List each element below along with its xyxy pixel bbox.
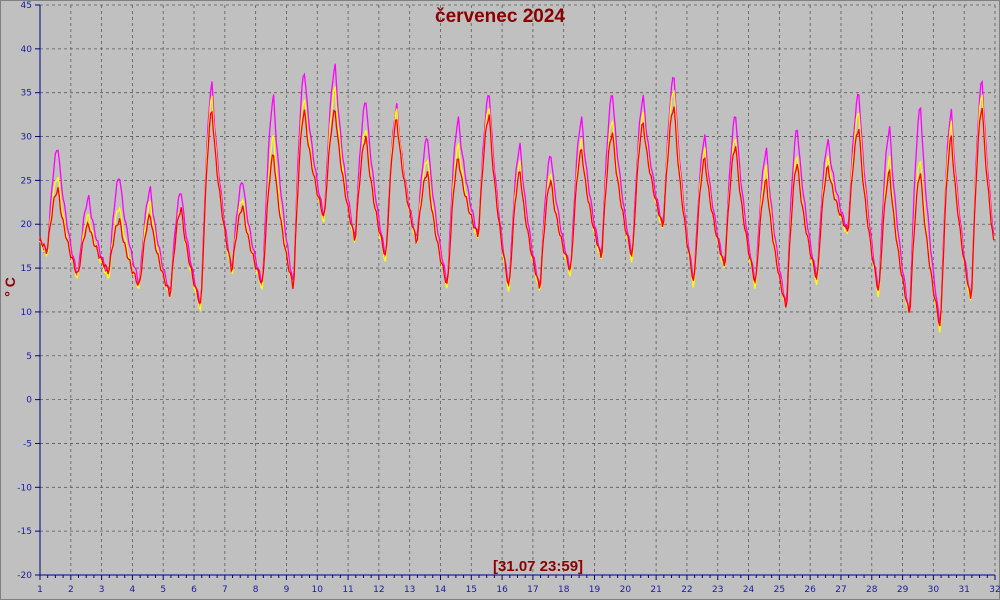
x-tick-label: 11 — [342, 585, 353, 595]
x-tick-label: 4 — [130, 585, 136, 595]
y-tick-label: 45 — [21, 1, 32, 11]
y-tick-label: 10 — [21, 308, 33, 318]
y-axis-label: ° C — [2, 277, 18, 297]
x-tick-label: 12 — [373, 585, 384, 595]
x-tick-label: 9 — [284, 585, 290, 595]
x-tick-label: 27 — [835, 585, 846, 595]
x-tick-label: 31 — [958, 585, 969, 595]
x-tick-label: 20 — [620, 585, 632, 595]
x-tick-label: 14 — [435, 585, 447, 595]
x-tick-label: 21 — [650, 585, 661, 595]
y-tick-label: -10 — [17, 483, 32, 493]
x-tick-label: 32 — [989, 585, 1000, 595]
temperature-series-0 — [39, 63, 995, 327]
timestamp-label: [31.07 23:59] — [493, 558, 583, 575]
y-tick-label: 20 — [21, 220, 33, 230]
x-tick-label: 30 — [928, 585, 940, 595]
x-tick-label: 10 — [312, 585, 324, 595]
x-tick-label: 26 — [804, 585, 816, 595]
x-tick-label: 18 — [558, 585, 570, 595]
x-tick-label: 24 — [743, 585, 755, 595]
x-tick-label: 5 — [160, 585, 166, 595]
x-tick-label: 1 — [37, 585, 43, 595]
x-tick-label: 16 — [496, 585, 508, 595]
y-tick-label: 40 — [21, 45, 33, 55]
grid — [39, 4, 996, 576]
chart-title: červenec 2024 — [435, 6, 565, 27]
y-tick-label: 0 — [26, 396, 32, 406]
x-tick-label: 29 — [897, 585, 909, 595]
x-tick-label: 7 — [222, 585, 228, 595]
y-tick-label: -5 — [23, 439, 32, 449]
y-tick-label: 35 — [21, 89, 32, 99]
x-tick-label: 22 — [681, 585, 692, 595]
series-layer — [39, 63, 995, 333]
y-tick-label: 30 — [21, 133, 33, 143]
x-tick-label: 19 — [589, 585, 601, 595]
temperature-series-1 — [39, 86, 995, 333]
x-tick-label: 2 — [68, 585, 74, 595]
x-tick-label: 8 — [253, 585, 259, 595]
x-tick-label: 23 — [712, 585, 723, 595]
y-tick-label: 25 — [21, 176, 32, 186]
y-tick-label: 15 — [21, 264, 32, 274]
y-tick-label: 5 — [26, 352, 32, 362]
x-tick-label: 28 — [866, 585, 878, 595]
x-tick-label: 3 — [99, 585, 105, 595]
temperature-series-2 — [39, 106, 995, 327]
x-tick-label: 15 — [466, 585, 477, 595]
x-tick-label: 25 — [774, 585, 785, 595]
x-tick-label: 17 — [527, 585, 538, 595]
x-tick-label: 13 — [404, 585, 415, 595]
y-tick-label: -20 — [17, 571, 32, 581]
x-tick-label: 6 — [191, 585, 197, 595]
y-tick-label: -15 — [17, 527, 32, 537]
